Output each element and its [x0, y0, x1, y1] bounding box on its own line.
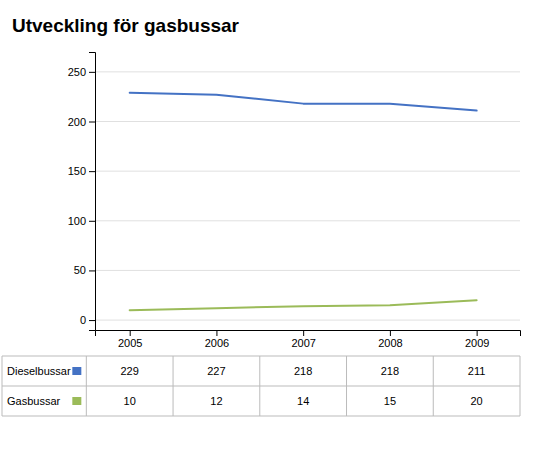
tick-mark: [89, 270, 95, 271]
grid-line: [95, 121, 520, 122]
tick-label: 200: [68, 116, 86, 128]
table-rule: [86, 356, 87, 416]
tick: 0: [80, 314, 95, 326]
plot: 2005 2006 2007 2008 2009 0 50 100 150 200 250: [68, 53, 521, 349]
tick-mark: [390, 330, 391, 336]
table-rule: [2, 356, 3, 416]
table-value: 218: [294, 365, 312, 377]
tick: 50: [74, 264, 95, 276]
grid-line: [95, 220, 520, 221]
tick-mark: [89, 221, 95, 222]
tick-label: 2007: [291, 337, 315, 349]
grid-line: [95, 270, 520, 271]
table-swatch: [72, 397, 81, 405]
lines: [130, 93, 477, 310]
table-value: 15: [384, 395, 396, 407]
table-value: 229: [121, 365, 139, 377]
tick-label: 150: [68, 165, 86, 177]
axis-line: [89, 53, 96, 331]
title: Utveckling för gasbussar: [12, 15, 240, 36]
tick-label: 100: [68, 215, 86, 227]
tick-mark: [130, 330, 131, 336]
tick: 100: [68, 215, 95, 227]
tick-mark: [89, 320, 95, 321]
tick-label: 2005: [118, 337, 142, 349]
tick-label: 50: [74, 264, 86, 276]
tick-mark: [89, 72, 95, 73]
series-line: [130, 93, 477, 111]
grid-line: [95, 320, 520, 321]
grid: [95, 72, 520, 320]
grid-line: [95, 71, 520, 72]
tick-label: 2009: [465, 337, 489, 349]
tick: 2008: [378, 330, 402, 349]
table-value: 12: [210, 395, 222, 407]
tick: 2005: [118, 330, 142, 349]
table-row-label: Dieselbussar: [7, 365, 71, 377]
tick-label: 2006: [205, 337, 229, 349]
tick: 200: [68, 116, 95, 128]
tick-mark: [216, 330, 217, 336]
tick: 150: [68, 165, 95, 177]
data-table: Dieselbussar 229 227 218 218 211 Gasbussar 10 12…: [2, 356, 520, 416]
table-value: 218: [381, 365, 399, 377]
tick-label: 2008: [378, 337, 402, 349]
table-rule: [2, 416, 520, 417]
table-value: 211: [468, 365, 486, 377]
table-rule: [2, 356, 520, 357]
tick-mark: [303, 330, 304, 336]
table-swatch: [72, 367, 81, 375]
table-rule: [259, 356, 260, 416]
chart: Utveckling för gasbussar 2005 2006 2007 2008…: [0, 0, 537, 461]
tick-label: 250: [68, 66, 86, 78]
tick: 2009: [465, 330, 489, 349]
table-rule: [173, 356, 174, 416]
table-value: 10: [124, 395, 136, 407]
axis-line: [96, 331, 521, 337]
y-axis: 0 50 100 150 200 250: [68, 53, 96, 331]
tick-label: 0: [80, 314, 86, 326]
table-rule: [520, 356, 521, 416]
table-value: 20: [471, 395, 483, 407]
tick-mark: [89, 171, 95, 172]
tick-mark: [477, 330, 478, 336]
series-line: [130, 300, 477, 310]
table-rule: [346, 356, 347, 416]
tick: 250: [68, 66, 95, 78]
table-rule: [2, 386, 520, 387]
table-row-label: Gasbussar: [7, 395, 61, 407]
tick: 2006: [205, 330, 229, 349]
table-rule: [433, 356, 434, 416]
table-value: 227: [207, 365, 225, 377]
grid-line: [95, 171, 520, 172]
x-axis: 2005 2006 2007 2008 2009: [96, 330, 521, 349]
tick: 2007: [291, 330, 315, 349]
table-value: 14: [297, 395, 309, 407]
tick-mark: [89, 122, 95, 123]
